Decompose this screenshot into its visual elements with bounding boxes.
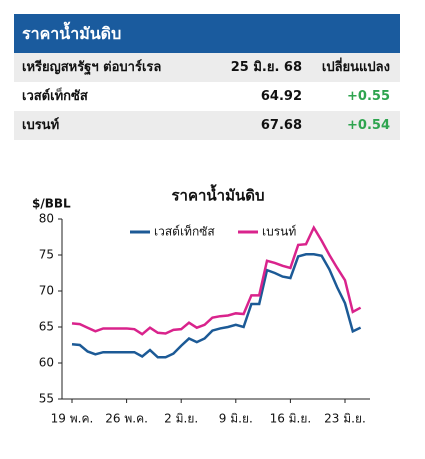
price-table: ราคาน้ำมันดิบ เหรียญสหรัฐฯ ต่อบาร์เรล 25… bbox=[14, 14, 400, 140]
y-tick-label: 80 bbox=[39, 212, 54, 226]
header-row: เหรียญสหรัฐฯ ต่อบาร์เรล 25 มิ.ย. 68 เปลี… bbox=[14, 53, 400, 82]
x-tick-label: 23 มิ.ย. bbox=[324, 412, 366, 426]
cell: +0.55 bbox=[347, 89, 390, 104]
legend-label: เบรนท์ bbox=[262, 225, 296, 239]
x-tick-label: 19 พ.ค. bbox=[51, 412, 94, 426]
y-axis-label: $/BBL bbox=[32, 197, 71, 211]
x-tick-label: 9 มิ.ย. bbox=[219, 412, 253, 426]
y-tick-label: 70 bbox=[39, 284, 54, 298]
table-row: เวสต์เท็กซัส 64.92 +0.55 bbox=[14, 82, 400, 111]
series-line bbox=[71, 224, 362, 336]
legend-label: เวสต์เท็กซัส bbox=[154, 224, 215, 239]
header-cell: 25 มิ.ย. 68 bbox=[230, 60, 302, 75]
x-tick-label: 26 พ.ค. bbox=[105, 412, 148, 426]
y-tick-label: 60 bbox=[39, 356, 54, 370]
chart-title: ราคาน้ำมันดิบ bbox=[171, 184, 264, 205]
x-tick-label: 2 มิ.ย. bbox=[164, 412, 198, 426]
y-tick-label: 65 bbox=[39, 320, 54, 334]
chart: ราคาน้ำมันดิบ $/BBL 55 60 65 70 75 80 19 พ.ค. 2… bbox=[32, 184, 370, 426]
cell: เบรนท์ bbox=[22, 118, 60, 133]
series-line bbox=[71, 253, 362, 359]
header-cell: เปลี่ยนแปลง bbox=[321, 60, 390, 75]
y-tick-label: 55 bbox=[39, 392, 54, 406]
table-row: เบรนท์ 67.68 +0.54 bbox=[14, 111, 400, 140]
y-tick-label: 75 bbox=[39, 248, 54, 262]
cell: เวสต์เท็กซัส bbox=[22, 89, 88, 104]
cell: +0.54 bbox=[347, 118, 390, 133]
x-tick-label: 16 มิ.ย. bbox=[270, 412, 312, 426]
cell: 67.68 bbox=[260, 118, 302, 133]
header-cell: เหรียญสหรัฐฯ ต่อบาร์เรล bbox=[22, 60, 162, 75]
cell: 64.92 bbox=[260, 89, 302, 104]
table-title: ราคาน้ำมันดิบ bbox=[14, 14, 400, 53]
